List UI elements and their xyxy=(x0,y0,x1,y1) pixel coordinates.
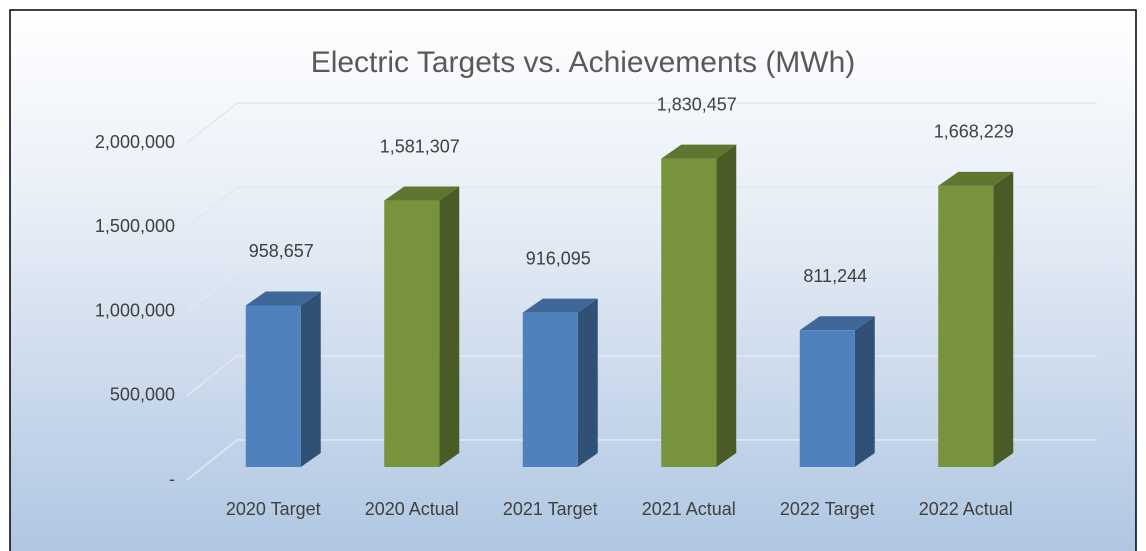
bar-side xyxy=(577,298,598,467)
bar-top xyxy=(661,144,737,159)
value-label: 958,657 xyxy=(249,241,314,261)
bar xyxy=(799,330,855,467)
bar xyxy=(245,305,301,467)
x-tick-label: 2022 Actual xyxy=(919,499,1013,519)
value-label: 916,095 xyxy=(526,248,591,268)
y-tick-label: - xyxy=(169,469,175,489)
bar xyxy=(522,312,578,467)
x-tick-label: 2022 Target xyxy=(780,499,875,519)
x-tick-label: 2020 Actual xyxy=(365,499,459,519)
bar-top xyxy=(384,186,460,201)
y-tick-label: 500,000 xyxy=(110,385,175,405)
y-tick-label: 1,500,000 xyxy=(95,216,175,236)
chart-title: Electric Targets vs. Achievements (MWh) xyxy=(311,46,856,79)
bar-side xyxy=(716,144,737,467)
bar xyxy=(384,200,440,467)
value-label: 1,668,229 xyxy=(934,122,1014,142)
value-label: 1,581,307 xyxy=(380,136,460,156)
x-tick-label: 2021 Actual xyxy=(642,499,736,519)
x-tick-label: 2020 Target xyxy=(226,499,321,519)
bar-side xyxy=(854,316,875,467)
bar-top xyxy=(799,316,875,331)
bar xyxy=(938,185,994,467)
grid-line xyxy=(186,186,1097,228)
bar-side xyxy=(993,171,1014,467)
grid-line xyxy=(186,102,1097,144)
bar-top xyxy=(245,291,321,306)
y-tick-label: 2,000,000 xyxy=(95,132,175,152)
bar-side xyxy=(300,291,321,467)
bar-top xyxy=(938,171,1014,186)
value-label: 811,244 xyxy=(803,266,867,286)
y-tick-label: 1,000,000 xyxy=(95,300,175,320)
bar xyxy=(661,158,717,467)
x-tick-label: 2021 Target xyxy=(503,499,598,519)
value-label: 1,830,457 xyxy=(657,94,737,114)
grid-line xyxy=(186,270,1097,313)
bar-top xyxy=(522,298,598,313)
bar-side xyxy=(439,186,460,467)
